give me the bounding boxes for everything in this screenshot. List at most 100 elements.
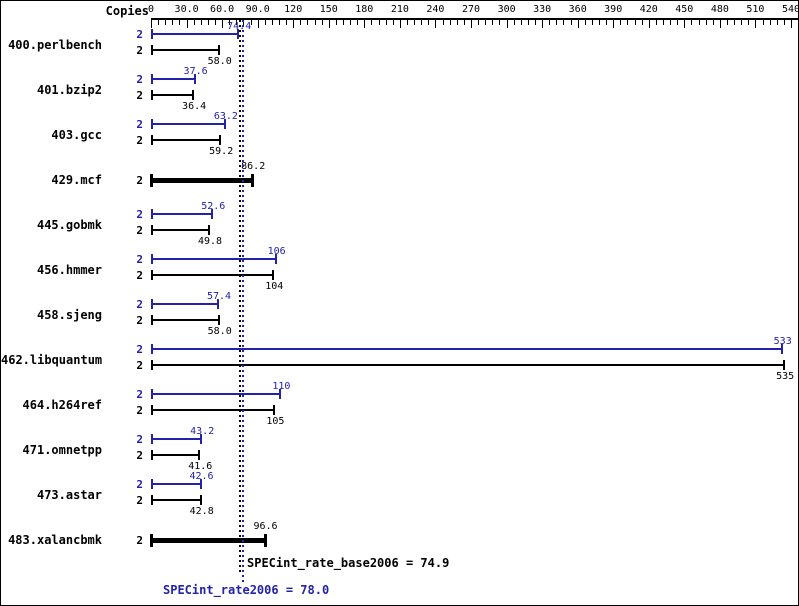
bar-value-label: 86.2	[241, 161, 266, 173]
x-axis-major-tick	[222, 20, 224, 28]
x-axis-minor-tick	[769, 20, 771, 25]
bar-value-label: 36.4	[182, 101, 207, 113]
x-axis-minor-tick	[314, 20, 316, 25]
x-axis-minor-tick	[236, 20, 238, 25]
x-axis-minor-tick	[627, 20, 629, 25]
x-axis-minor-tick	[392, 20, 394, 25]
x-axis-tick-label: 480	[710, 4, 729, 15]
benchmark-label: 464.h264ref	[22, 397, 102, 412]
bar-merged	[151, 537, 266, 543]
x-axis-minor-tick	[670, 20, 672, 25]
bar-peak	[151, 258, 277, 261]
copies-value: 2	[136, 314, 143, 327]
x-axis-minor-tick	[712, 20, 714, 25]
x-axis-minor-tick	[535, 20, 536, 25]
mean-base-line	[238, 20, 241, 573]
benchmark-label: 400.perlbench	[8, 38, 102, 53]
x-axis-minor-tick	[492, 20, 494, 25]
bar-value-label: 42.8	[189, 505, 214, 517]
benchmark-label: 462.libquantum	[1, 352, 103, 367]
bar-end-cap	[263, 533, 267, 547]
mean-peak-label: SPECint_rate2006 = 78.0	[163, 583, 330, 597]
copies-value: 2	[136, 44, 143, 58]
bar-start-cap	[151, 209, 153, 220]
x-axis-minor-tick	[321, 20, 323, 25]
bar-peak	[151, 213, 214, 216]
x-axis-major-tick	[257, 20, 259, 28]
bar-base	[151, 94, 195, 97]
x-axis-minor-tick	[527, 20, 529, 25]
x-axis-minor-tick	[599, 20, 600, 25]
bar-base	[151, 408, 276, 411]
bar-peak	[151, 303, 219, 305]
bar-start-cap	[151, 135, 153, 146]
x-axis-tick-label: 210	[390, 4, 409, 15]
bar-end-cap	[783, 359, 786, 370]
x-axis-minor-tick	[428, 20, 430, 25]
bar-value-label: 49.8	[197, 236, 223, 248]
x-axis-minor-tick	[172, 20, 174, 25]
x-axis-minor-tick	[414, 20, 416, 25]
x-axis-major-tick	[471, 20, 472, 28]
bar-start-cap	[150, 533, 153, 547]
bar-end-cap	[217, 45, 220, 56]
x-axis-minor-tick	[250, 20, 252, 25]
bar-end-cap	[219, 135, 222, 146]
x-axis-tick-label: 240	[426, 4, 445, 15]
bar-end-cap	[780, 343, 783, 354]
bar-base	[151, 319, 220, 321]
x-axis-major-tick	[435, 20, 437, 28]
x-axis-minor-tick	[449, 20, 451, 25]
bar-value-label: 59.2	[209, 146, 234, 158]
x-axis-major-tick	[719, 20, 721, 28]
x-axis-minor-tick	[513, 20, 515, 25]
x-axis-minor-tick	[776, 20, 778, 25]
x-axis-minor-tick	[549, 20, 551, 25]
x-axis-major-tick	[755, 20, 757, 28]
bar-end-cap	[198, 449, 201, 460]
x-axis-minor-tick	[570, 20, 572, 25]
bar-value-label: 42.6	[189, 470, 214, 482]
x-axis-tick-label: 90.0	[245, 4, 270, 15]
x-axis-minor-tick	[286, 20, 288, 25]
bar-value-label: 110	[272, 380, 291, 392]
copies-header: Copies	[105, 4, 149, 18]
copies-value: 2	[136, 477, 143, 491]
x-axis-minor-tick	[456, 20, 458, 25]
bar-value-label: 41.6	[188, 460, 213, 472]
bar-start-cap	[150, 174, 153, 188]
x-axis-major-tick	[613, 20, 615, 28]
x-axis-minor-tick	[463, 20, 465, 25]
bar-end-cap	[272, 270, 275, 281]
bar-peak	[151, 33, 240, 36]
x-axis-minor-tick	[762, 20, 764, 25]
bar-start-cap	[151, 359, 153, 370]
mean-base-label: SPECint_rate_base2006 = 74.9	[247, 556, 450, 570]
bar-peak	[151, 392, 282, 395]
bar-base	[151, 274, 275, 277]
bar-base	[151, 49, 220, 52]
x-axis-minor-tick	[783, 20, 785, 25]
bar-base	[151, 229, 210, 232]
bar-end-cap	[273, 404, 276, 415]
x-axis-tick-label: 180	[355, 4, 374, 15]
bar-end-cap	[192, 90, 195, 101]
copies-value: 2	[136, 387, 143, 401]
x-axis-minor-tick	[591, 20, 593, 25]
x-axis-minor-tick	[485, 20, 487, 25]
bar-end-cap	[223, 119, 226, 130]
x-axis-major-tick	[328, 20, 330, 28]
bar-peak	[151, 123, 226, 126]
bar-start-cap	[151, 45, 153, 56]
bar-start-cap	[151, 119, 153, 130]
copies-value: 2	[136, 358, 143, 372]
bar-value-label: 104	[265, 281, 284, 293]
x-axis-minor-tick	[271, 20, 273, 25]
bar-value-label: 57.4	[206, 291, 232, 302]
benchmark-label: 456.hmmer	[36, 263, 102, 278]
benchmark-label: 401.bzip2	[36, 83, 102, 98]
bar-peak	[151, 78, 196, 81]
benchmark-label: 458.sjeng	[36, 308, 102, 322]
bar-value-label: 533	[773, 335, 792, 347]
bar-start-cap	[151, 433, 153, 444]
